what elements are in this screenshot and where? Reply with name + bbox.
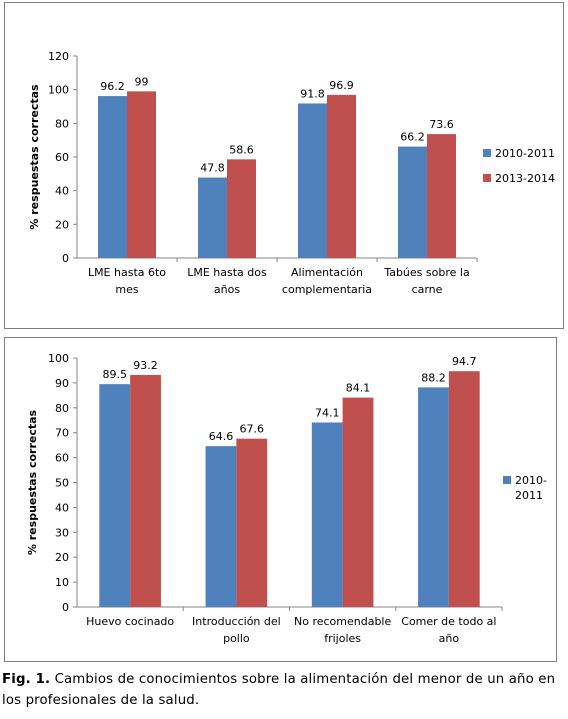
- bar-series-2: [236, 438, 268, 607]
- y-tick-label: 80: [55, 117, 69, 130]
- category-label: carne: [412, 283, 443, 296]
- y-tick-label: 10: [55, 576, 69, 589]
- category-label: pollo: [223, 632, 250, 645]
- data-label: 67.6: [240, 423, 265, 436]
- y-tick-label: 100: [48, 352, 69, 365]
- data-label: 93.2: [133, 359, 158, 372]
- category-label: LME hasta dos: [187, 266, 267, 279]
- legend-swatch: [503, 476, 511, 484]
- chart-panel-2: 0 10 20 30 40 50 60 70 80 90 100 % respuestas corre…: [4, 337, 557, 662]
- bar-series-1: [205, 446, 237, 607]
- data-label: 94.7: [452, 355, 477, 368]
- y-tick-label: 80: [55, 402, 69, 415]
- category-label: LME hasta 6to: [88, 266, 166, 279]
- y-tick-label: 20: [55, 218, 69, 231]
- bar-chart-1: 0 20 40 60 80 100 120 % respuestas correctas 96.…: [28, 50, 555, 296]
- category-label: año: [439, 632, 460, 645]
- bar-series-1: [98, 96, 127, 259]
- bar-series-1: [298, 103, 327, 258]
- bar-series-2: [448, 371, 480, 607]
- data-label: 64.6: [209, 430, 234, 443]
- y-tick-label: 30: [55, 526, 69, 539]
- chart-panel-1: 0 20 40 60 80 100 120 % respuestas correctas 96.…: [4, 2, 564, 329]
- y-tick-label: 60: [55, 151, 69, 164]
- y-tick-label: 0: [62, 252, 69, 265]
- category-label: Huevo cocinado: [86, 615, 174, 628]
- y-axis-title: % respuestas correctas: [26, 409, 39, 555]
- y-tick-label: 90: [55, 377, 69, 390]
- legend-label: 2013-2014: [495, 172, 555, 185]
- y-axis-title: % respuestas correctas: [28, 84, 41, 230]
- category-label: mes: [115, 283, 138, 296]
- legend-swatch: [483, 149, 491, 157]
- category-label: frijoles: [324, 632, 361, 645]
- category-label: No recomendable: [294, 615, 391, 628]
- y-tick-label: 100: [48, 84, 69, 97]
- y-tick-label: 40: [55, 501, 69, 514]
- y-tick-label: 60: [55, 452, 69, 465]
- y-tick-label: 20: [55, 551, 69, 564]
- legend-label: 2010-2011: [495, 147, 555, 160]
- bar-series-2: [427, 134, 456, 258]
- bar-series-1: [311, 422, 343, 607]
- caption-text: Cambios de conocimientos sobre la alimen…: [2, 672, 556, 708]
- category-label: Alimentación: [291, 266, 363, 279]
- category-label: complementaria: [282, 283, 372, 296]
- category-label: Introducción del: [192, 615, 281, 628]
- y-tick-label: 0: [62, 601, 69, 614]
- data-label: 89.5: [102, 368, 127, 381]
- bar-series-1: [418, 387, 449, 607]
- data-label: 91.8: [300, 87, 325, 100]
- bar-series-2: [130, 374, 161, 607]
- category-label: años: [214, 283, 240, 296]
- data-label: 47.8: [200, 162, 225, 175]
- category-label: Comer de todo al: [401, 615, 496, 628]
- data-label: 88.2: [421, 371, 446, 384]
- legend-label: 2011: [515, 489, 543, 502]
- bar-series-2: [127, 91, 156, 258]
- data-label: 84.1: [346, 382, 371, 395]
- bar-series-2: [342, 397, 374, 607]
- category-label: Tabúes sobre la: [383, 266, 469, 279]
- bar-series-2: [327, 94, 356, 258]
- bar-chart-2: 0 10 20 30 40 50 60 70 80 90 100 % respuestas corre…: [26, 352, 547, 645]
- data-label: 99: [135, 75, 149, 88]
- data-label: 66.2: [400, 131, 425, 144]
- bar-series-1: [198, 177, 227, 258]
- y-tick-label: 50: [55, 477, 69, 490]
- y-tick-label: 120: [48, 50, 69, 63]
- data-label: 58.6: [229, 143, 254, 156]
- data-label: 74.1: [315, 406, 340, 419]
- bar-series-1: [99, 384, 131, 607]
- caption-label: Fig. 1.: [2, 672, 51, 687]
- data-label: 96.9: [329, 79, 354, 92]
- bar-series-2: [227, 159, 256, 258]
- y-tick-label: 70: [55, 427, 69, 440]
- legend-swatch: [483, 174, 491, 182]
- y-tick-label: 40: [55, 185, 69, 198]
- figure-caption: Fig. 1. Cambios de conocimientos sobre l…: [2, 669, 568, 711]
- bar-series-1: [398, 146, 427, 258]
- legend-label: 2010-: [515, 474, 547, 487]
- data-label: 96.2: [100, 80, 125, 93]
- data-label: 73.6: [429, 118, 454, 131]
